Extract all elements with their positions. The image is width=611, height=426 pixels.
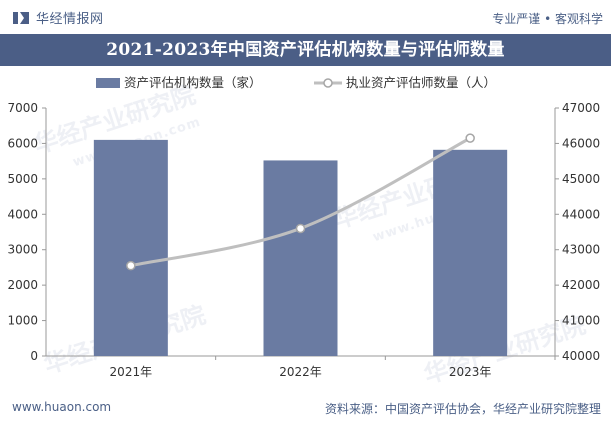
- left-tick-label: 7000: [7, 101, 38, 115]
- left-tick-label: 0: [30, 349, 38, 363]
- header-bar: 华经情报网 专业严谨 • 客观科学: [0, 0, 611, 34]
- left-tick-label: 3000: [7, 243, 38, 257]
- left-tick-label: 6000: [7, 136, 38, 150]
- right-tick-label: 43000: [562, 243, 600, 257]
- brand-name: 华经情报网: [36, 12, 104, 27]
- x-tick-label: 2023年: [449, 365, 492, 379]
- legend-swatch-bar: [96, 78, 120, 88]
- right-tick-label: 40000: [562, 349, 600, 363]
- brand-logo-icon: [13, 11, 29, 24]
- right-tick-label: 45000: [562, 172, 600, 186]
- legend-label: 执业资产评估师数量（人）: [346, 75, 496, 90]
- left-tick-label: 2000: [7, 278, 38, 292]
- x-tick-label: 2022年: [279, 365, 322, 379]
- legend-marker: [323, 78, 333, 88]
- left-tick-label: 1000: [7, 314, 38, 328]
- line-point: [295, 223, 306, 234]
- right-tick-label: 44000: [562, 207, 600, 221]
- right-tick-label: 47000: [562, 101, 600, 115]
- bar: [263, 160, 338, 356]
- line-point: [465, 133, 475, 143]
- chart-title: 2021-2023年中国资产评估机构数量与评估师数量: [0, 34, 611, 66]
- slogan: 专业严谨 • 客观科学: [492, 12, 603, 26]
- bar: [433, 149, 508, 356]
- chart: 0 1000 2000 3000 4000 5000 6000 7000 40000 41000 4…: [7, 75, 600, 379]
- footer-source: 资料来源：中国资产评估协会，华经产业研究院整理: [324, 402, 601, 416]
- left-tick-label: 5000: [7, 172, 38, 186]
- right-tick-label: 41000: [562, 314, 600, 328]
- right-tick-label: 46000: [562, 136, 600, 150]
- x-tick-label: 2021年: [110, 365, 153, 379]
- line-point: [126, 260, 136, 271]
- legend-label: 资产评估机构数量（家）: [124, 75, 262, 90]
- brand: 华经情报网: [12, 8, 104, 27]
- left-tick-label: 4000: [7, 207, 38, 221]
- footer-url: www.huaon.com: [12, 400, 112, 414]
- right-tick-label: 42000: [562, 278, 600, 292]
- bar: [93, 139, 168, 356]
